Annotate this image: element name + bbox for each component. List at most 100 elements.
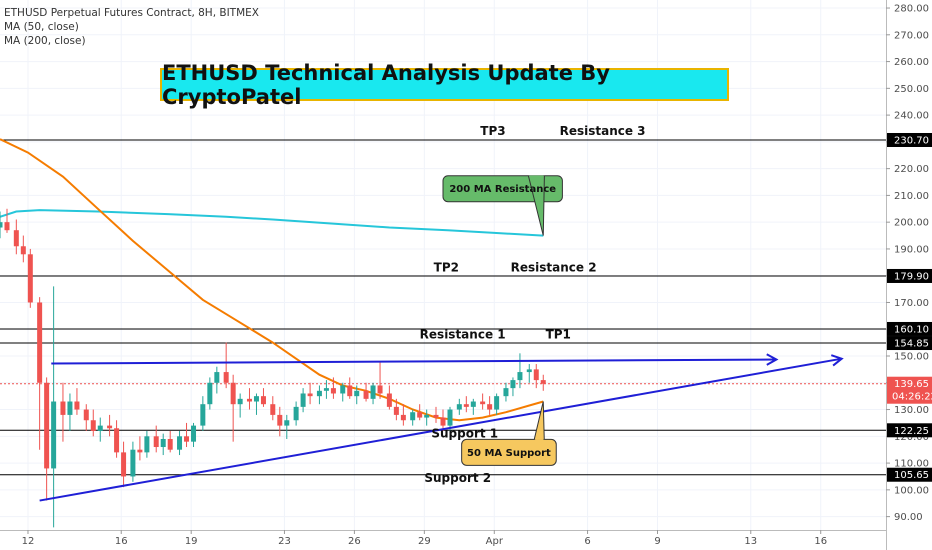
candle-body	[284, 420, 290, 426]
x-tick-label: 6	[584, 536, 590, 547]
candle	[316, 385, 322, 405]
candle	[533, 364, 539, 389]
candle-body	[386, 393, 392, 407]
callout-box	[461, 438, 557, 466]
level-tag	[887, 321, 932, 336]
candle-body	[323, 388, 329, 391]
candle	[44, 377, 50, 501]
level-label: TP1	[546, 328, 571, 342]
candle-body	[370, 385, 376, 399]
y-tick-label: 260.00	[894, 57, 929, 68]
candle	[270, 396, 276, 421]
callout-text: 50 MA Support	[467, 448, 551, 459]
candle-body	[191, 425, 197, 442]
level-tag	[887, 423, 932, 438]
candle-body	[354, 390, 360, 397]
candle	[114, 420, 120, 458]
candle-body	[184, 436, 190, 442]
candle-body	[470, 401, 476, 407]
candle	[223, 342, 229, 389]
candle-body	[260, 396, 266, 405]
candle-body	[37, 302, 43, 383]
candle-body	[83, 409, 89, 421]
callout: 50 MA Support	[461, 401, 557, 466]
x-tick-label: 23	[278, 536, 291, 547]
y-tick-label: 120.00	[894, 432, 929, 443]
candle	[370, 382, 376, 405]
candle-body	[253, 396, 259, 402]
level-label: Support 1	[431, 427, 498, 441]
y-tick-label: 240.00	[894, 111, 929, 122]
candle	[526, 364, 532, 383]
x-tick-label: 29	[418, 536, 431, 547]
candle-body	[447, 409, 453, 426]
candle	[214, 366, 220, 394]
candle-body	[316, 390, 322, 397]
x-tick-label: 12	[22, 536, 35, 547]
candle	[363, 382, 369, 402]
candle	[424, 409, 430, 426]
y-tick-label: 210.00	[894, 191, 929, 202]
callout-tail	[533, 401, 545, 440]
candle-body	[130, 449, 136, 477]
level-label: Resistance 2	[511, 261, 597, 275]
candle-body	[330, 388, 336, 394]
candle-body	[363, 390, 369, 399]
ma200-line	[0, 209, 544, 237]
candle	[20, 235, 26, 263]
candle-body	[277, 414, 283, 426]
candle-body	[13, 230, 19, 247]
candle-body	[60, 401, 66, 415]
x-tick-label: 19	[185, 536, 198, 547]
ma50-legend[interactable]: MA (50, close)	[4, 21, 79, 33]
candle	[260, 388, 266, 407]
level-tag-label: 160.10	[894, 324, 929, 335]
candle	[300, 388, 306, 413]
level-tag-label: 230.70	[894, 135, 929, 146]
candle-body	[223, 372, 229, 383]
candle	[347, 377, 353, 399]
x-tick-label: 13	[744, 536, 757, 547]
candle-body	[44, 382, 50, 469]
candle	[90, 409, 96, 437]
level-label: Resistance 3	[560, 124, 646, 138]
candle-body	[307, 393, 313, 397]
x-tick-label: 9	[654, 536, 660, 547]
candle	[330, 377, 336, 399]
title-banner: ETHUSD Technical Analysis Update By Cryp…	[160, 61, 729, 109]
candle-body	[347, 385, 353, 397]
last-price-label: 139.65	[894, 379, 929, 390]
candle	[246, 388, 252, 410]
candle	[83, 404, 89, 431]
candle-body	[517, 372, 523, 381]
candle-body	[440, 417, 446, 426]
candle-body	[417, 412, 423, 418]
candle-body	[51, 401, 57, 469]
y-tick-label: 200.00	[894, 218, 929, 229]
candle-body	[293, 406, 299, 421]
candle-body	[0, 222, 3, 228]
candle	[137, 436, 143, 461]
level-tag-label: 154.85	[894, 339, 929, 350]
candle-body	[207, 382, 213, 405]
candle-body	[4, 222, 10, 231]
candle-body	[27, 254, 33, 303]
legend: ETHUSD Perpetual Futures Contract, 8H, B…	[4, 6, 259, 48]
candle	[400, 404, 406, 426]
candle	[207, 377, 213, 410]
candle-body	[160, 438, 166, 448]
candle-body	[410, 412, 416, 421]
candle	[494, 393, 500, 415]
level-labels: TP3 Resistance 3 TP2 Resistance 2 Resistance…	[420, 124, 646, 485]
x-tick-label: 26	[348, 536, 361, 547]
candle	[60, 382, 66, 442]
candle	[340, 382, 346, 402]
candle	[463, 396, 469, 413]
y-tick-label: 280.00	[894, 4, 929, 15]
ma200-legend[interactable]: MA (200, close)	[4, 35, 86, 47]
candle	[293, 401, 299, 426]
candle-body	[270, 404, 276, 415]
